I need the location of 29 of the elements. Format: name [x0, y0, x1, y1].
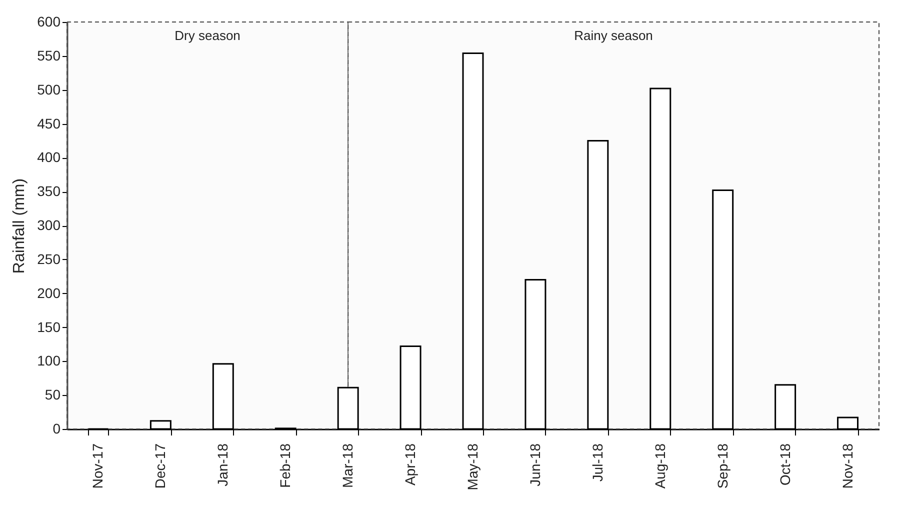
x-tick-label: Jul-18: [589, 443, 606, 482]
x-tick-label: Sep-18: [714, 443, 730, 489]
y-tick-label: 350: [37, 183, 61, 200]
y-tick-label: 300: [37, 217, 61, 233]
y-tick-label: 600: [37, 14, 61, 30]
band-label: Dry season: [174, 28, 240, 43]
x-tick-label: Dec-17: [152, 443, 168, 489]
x-tick-label: Aug-18: [652, 443, 668, 489]
x-tick-label: Feb-18: [277, 443, 294, 488]
y-tick-label: 0: [52, 420, 61, 436]
x-tick-label: Apr-18: [402, 443, 418, 486]
x-tick-label: Oct-18: [776, 443, 793, 486]
y-tick-label: 450: [37, 115, 61, 132]
x-tick-label: Jan-18: [214, 443, 231, 486]
y-axis-title: Rainfall (mm): [11, 178, 28, 274]
y-tick-label: 500: [37, 81, 61, 98]
x-tick-label: Nov-18: [839, 443, 856, 489]
y-tick-label: 400: [37, 149, 61, 166]
x-tick-label: Jun-18: [526, 443, 543, 486]
x-tick-label: May-18: [464, 443, 480, 490]
x-tick-label: Mar-18: [340, 443, 356, 488]
y-tick-label: 150: [37, 318, 61, 335]
y-tick-label: 200: [37, 284, 61, 301]
band-label: Rainy season: [574, 28, 653, 43]
y-tick-label: 50: [44, 386, 61, 403]
x-tick-label: Nov-17: [90, 443, 106, 489]
y-tick-label: 550: [37, 47, 61, 64]
y-tick-label: 100: [37, 352, 61, 369]
y-tick-label: 250: [37, 250, 61, 267]
